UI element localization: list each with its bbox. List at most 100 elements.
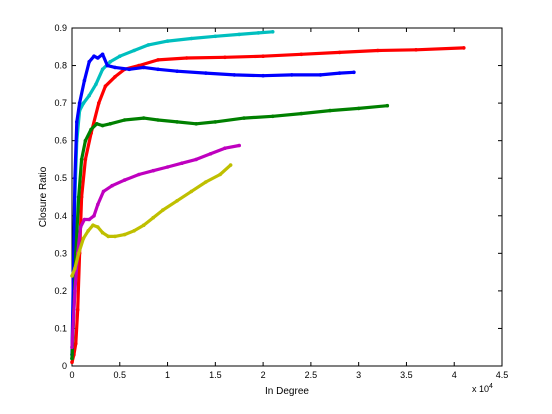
data-point: [237, 143, 241, 148]
series-6: [70, 163, 233, 278]
data-point: [92, 54, 96, 58]
data-point: [106, 234, 111, 239]
data-point: [73, 289, 77, 293]
data-point: [113, 65, 117, 70]
data-point: [82, 78, 87, 83]
data-point: [118, 54, 122, 58]
y-tick-label: 0.4: [54, 211, 67, 221]
data-point: [92, 214, 96, 218]
x-tick-label: 1: [165, 370, 170, 380]
data-point: [213, 34, 218, 39]
data-point: [95, 122, 99, 126]
y-tick-label: 0.7: [54, 98, 67, 108]
data-point: [337, 71, 342, 75]
data-point: [256, 31, 261, 35]
data-point: [122, 118, 127, 122]
data-point: [78, 225, 83, 229]
data-point: [76, 195, 81, 199]
y-tick-label: 0.5: [54, 173, 67, 183]
data-point: [101, 189, 106, 194]
x-tick-label: 3.5: [400, 370, 413, 380]
data-point: [86, 229, 90, 233]
data-point: [74, 341, 78, 346]
x-exponent-power: 4: [489, 383, 493, 390]
y-tick-label: 0.1: [54, 323, 67, 333]
data-point: [175, 69, 179, 73]
data-point: [376, 48, 380, 53]
x-tick-label: 4: [452, 370, 457, 380]
data-point: [82, 217, 87, 222]
data-point: [337, 50, 342, 55]
data-point: [189, 36, 194, 41]
data-point: [175, 120, 179, 124]
data-point: [100, 52, 105, 57]
y-tick-label: 0.2: [54, 286, 67, 296]
data-point: [146, 43, 151, 47]
data-point: [261, 73, 265, 78]
data-point: [328, 108, 332, 113]
data-point: [270, 114, 275, 119]
data-point: [108, 60, 112, 64]
x-tick-label: 4.5: [496, 370, 509, 380]
data-point: [261, 54, 265, 58]
series-5: [70, 143, 241, 350]
series-line: [70, 104, 389, 361]
data-point: [76, 251, 81, 256]
data-point: [100, 123, 105, 128]
y-tick-label: 0.8: [54, 61, 67, 71]
y-tick-label: 0.9: [54, 23, 67, 33]
y-tick-label: 0.6: [54, 136, 67, 146]
x-axis-label: In Degree: [265, 386, 309, 397]
x-axis-exponent: x 104: [472, 383, 493, 394]
series-line: [70, 46, 466, 364]
y-tick-label: 0.3: [54, 248, 67, 258]
data-point: [223, 146, 227, 150]
data-point: [94, 82, 98, 87]
data-point: [180, 161, 184, 165]
data-point: [83, 157, 88, 162]
data-point: [73, 176, 77, 180]
data-point: [100, 230, 105, 235]
data-point: [141, 116, 146, 120]
data-point: [232, 73, 237, 77]
data-point: [161, 208, 165, 212]
data-point: [290, 73, 294, 77]
data-point: [127, 67, 132, 72]
data-point: [208, 152, 213, 156]
y-tick-label: 0: [62, 361, 67, 371]
data-point: [96, 202, 100, 207]
data-point: [165, 165, 170, 169]
data-point: [237, 32, 241, 37]
y-axis-ticks: 0 0.1 0.2 0.3 0.4 0.5 0.6 0.7 0.8 0.9: [54, 23, 502, 371]
data-point: [299, 52, 304, 57]
data-point: [70, 274, 74, 278]
data-point: [184, 56, 189, 60]
data-point: [151, 215, 155, 220]
data-point: [75, 307, 80, 312]
data-point: [87, 217, 91, 222]
data-point: [105, 63, 110, 68]
data-point: [96, 225, 100, 229]
data-point: [96, 56, 100, 60]
data-point: [156, 67, 160, 72]
x-tick-label: 2: [261, 370, 266, 380]
data-point: [100, 67, 105, 72]
data-point: [132, 229, 136, 233]
data-point: [151, 168, 155, 173]
x-tick-label: 1.5: [209, 370, 222, 380]
data-point: [110, 183, 114, 188]
data-point: [156, 118, 160, 122]
data-point: [223, 55, 227, 60]
data-point: [356, 106, 361, 111]
plot-area: [71, 27, 503, 367]
data-point: [108, 122, 112, 126]
data-point: [156, 58, 160, 62]
data-point: [194, 122, 198, 126]
x-tick-label: 2.5: [305, 370, 318, 380]
data-point: [318, 73, 323, 77]
data-point: [194, 157, 198, 162]
data-point: [79, 195, 84, 199]
data-point: [70, 356, 74, 361]
data-point: [91, 223, 95, 227]
data-point: [175, 199, 179, 203]
